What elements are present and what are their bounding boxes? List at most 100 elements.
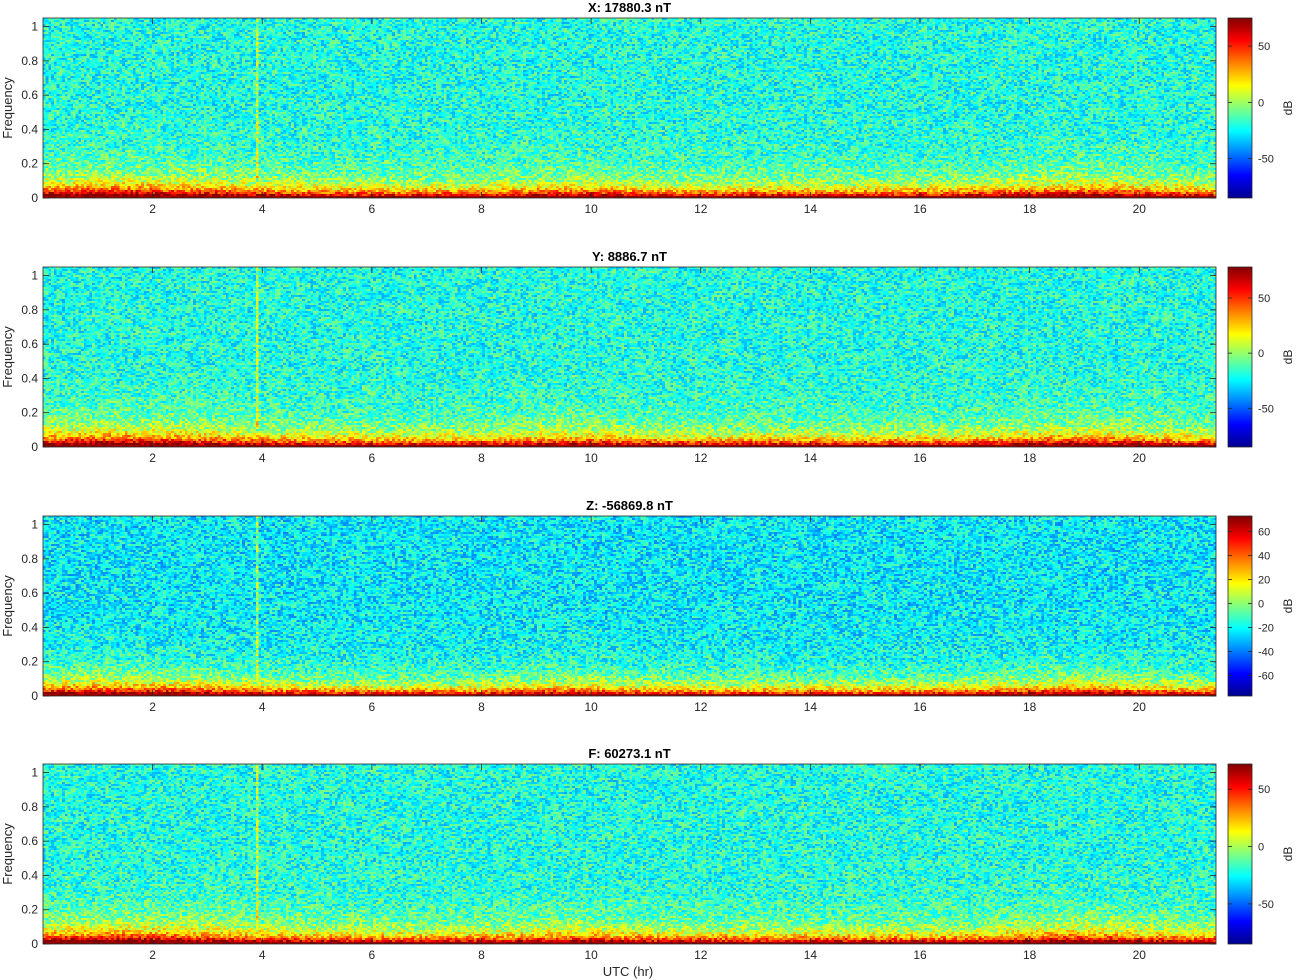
y-tick-label: 0.2	[21, 406, 38, 420]
x-tick-label: 20	[1133, 202, 1147, 216]
colorbar-tick-label: 0	[1258, 97, 1264, 109]
colorbar-label: dB	[1281, 101, 1295, 116]
x-tick-label: 4	[259, 948, 266, 962]
x-tick-label: 8	[478, 451, 485, 465]
x-tick-label: 12	[694, 202, 708, 216]
y-tick-label: 0.8	[21, 552, 38, 566]
x-tick-label: 8	[478, 202, 485, 216]
figure-xlabel: UTC (hr)	[603, 964, 654, 979]
x-tick-label: 10	[584, 202, 598, 216]
y-axis-label: Frequency	[0, 77, 15, 139]
x-tick-label: 20	[1133, 700, 1147, 714]
colorbar-label: dB	[1281, 847, 1295, 862]
spectrogram-image	[43, 18, 1216, 198]
x-tick-label: 6	[369, 700, 376, 714]
x-tick-label: 10	[584, 700, 598, 714]
colorbar-tick-label: 40	[1258, 551, 1270, 563]
colorbar-tick-label: -20	[1258, 623, 1274, 635]
colorbar-tick-label: 50	[1258, 41, 1270, 53]
x-tick-label: 6	[369, 202, 376, 216]
x-tick-label: 8	[478, 948, 485, 962]
y-tick-label: 0.8	[21, 54, 38, 68]
x-tick-label: 12	[694, 451, 708, 465]
x-tick-label: 20	[1133, 451, 1147, 465]
spectrogram-panel: X: 17880.3 nT2 4 6 8 10 12 14 16 18 2000.20.40.60…	[0, 0, 1295, 216]
colorbar-tick-label: 50	[1258, 784, 1270, 796]
x-tick-label: 2	[149, 700, 156, 714]
spectrogram-panel: Y: 8886.7 nT2 4 6 8 10 12 14 16 18 2000.20.40.60.…	[0, 249, 1295, 465]
x-tick-label: 6	[369, 451, 376, 465]
y-axis-label: Frequency	[0, 326, 15, 388]
colorbar-tick-label: 0	[1258, 348, 1264, 360]
colorbar-tick-label: 0	[1258, 599, 1264, 611]
x-tick-label: 14	[804, 700, 818, 714]
y-tick-label: 0.4	[21, 371, 38, 385]
panel-title: Z: -56869.8 nT	[586, 498, 673, 513]
panel-title: Y: 8886.7 nT	[592, 249, 667, 264]
spectrogram-image	[43, 764, 1216, 944]
colorbar-label: dB	[1281, 350, 1295, 365]
colorbar-tick-label: -50	[1258, 154, 1274, 166]
x-tick-label: 4	[259, 451, 266, 465]
colorbar: 50 0 -50 dB	[1227, 17, 1295, 199]
y-tick-label: 0.2	[21, 903, 38, 917]
colorbar-tick-label: -50	[1258, 403, 1274, 415]
x-tick-label: 2	[149, 948, 156, 962]
y-tick-label: 0.4	[21, 620, 38, 634]
x-tick-label: 16	[913, 202, 927, 216]
colorbar-box	[1227, 763, 1253, 945]
x-tick-label: 16	[913, 700, 927, 714]
colorbar-gradient	[1228, 764, 1252, 944]
y-tick-label: 0.6	[21, 586, 38, 600]
colorbar: 50 0 -50 dB	[1227, 763, 1295, 945]
colorbar-tick-label: 50	[1258, 293, 1270, 305]
y-tick-label: 1	[31, 518, 38, 532]
spectrogram-image	[43, 516, 1216, 696]
x-tick-label: 12	[694, 700, 708, 714]
y-tick-label: 1	[31, 269, 38, 283]
colorbar-box	[1227, 515, 1253, 697]
y-axis-label: Frequency	[0, 823, 15, 885]
x-tick-label: 4	[259, 202, 266, 216]
spectrogram-panel: Z: -56869.8 nT2 4 6 8 10 12 14 16 18 2000.20.40.6…	[0, 498, 1295, 714]
y-tick-label: 0	[31, 191, 38, 205]
spectrogram-image	[43, 267, 1216, 447]
x-tick-label: 14	[804, 451, 818, 465]
colorbar-tick-label: -60	[1258, 671, 1274, 683]
y-tick-label: 0	[31, 440, 38, 454]
spectrogram-panel: F: 60273.1 nT2 4 6 8 10 12 14 16 18 2000.20.40.60…	[0, 746, 1295, 962]
y-tick-label: 0.2	[21, 655, 38, 669]
y-tick-label: 1	[31, 20, 38, 34]
y-tick-label: 0.2	[21, 157, 38, 171]
axes-box	[42, 515, 1217, 697]
y-tick-label: 0.8	[21, 303, 38, 317]
colorbar: 60 40 20 0 -20 -40 -60 dB	[1227, 515, 1295, 697]
y-tick-label: 0.8	[21, 800, 38, 814]
colorbar-tick-label: -50	[1258, 899, 1274, 911]
colorbar-tick-label: 60	[1258, 527, 1270, 539]
y-tick-label: 1	[31, 766, 38, 780]
x-tick-label: 2	[149, 202, 156, 216]
x-tick-label: 18	[1023, 451, 1037, 465]
axes-box	[42, 266, 1217, 448]
y-tick-label: 0.4	[21, 122, 38, 136]
x-tick-label: 10	[584, 948, 598, 962]
colorbar-tick-label: 20	[1258, 575, 1270, 587]
y-tick-label: 0.6	[21, 337, 38, 351]
colorbar-gradient	[1228, 267, 1252, 447]
x-tick-label: 14	[804, 202, 818, 216]
axes-box	[42, 763, 1217, 945]
colorbar: 50 0 -50 dB	[1227, 266, 1295, 448]
y-tick-label: 0.6	[21, 88, 38, 102]
y-tick-label: 0	[31, 937, 38, 951]
panel-title: X: 17880.3 nT	[588, 0, 671, 15]
colorbar-gradient	[1228, 18, 1252, 198]
x-tick-label: 16	[913, 451, 927, 465]
x-tick-label: 10	[584, 451, 598, 465]
x-tick-label: 6	[369, 948, 376, 962]
y-tick-label: 0.6	[21, 834, 38, 848]
colorbar-label: dB	[1281, 599, 1295, 614]
x-tick-label: 2	[149, 451, 156, 465]
panel-title: F: 60273.1 nT	[588, 746, 670, 761]
